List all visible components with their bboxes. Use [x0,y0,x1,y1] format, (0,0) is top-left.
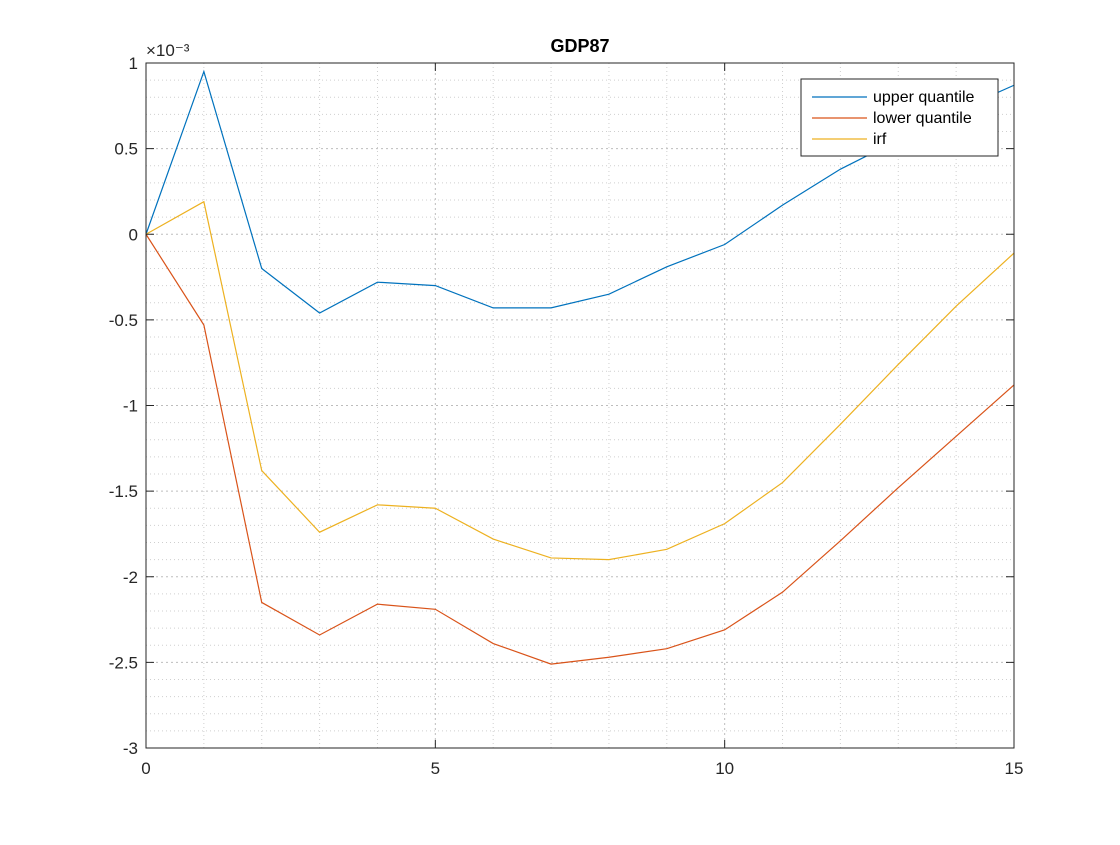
y-tick-label: -1 [123,397,138,416]
legend-entry-label: upper quantile [873,89,975,106]
x-tick-label: 5 [431,759,440,778]
series-line-2 [145,233,1015,665]
legend-entry-label: irf [873,131,887,148]
x-tick-label: 10 [715,759,734,778]
y-tick-label: 1 [129,54,138,73]
legend-entry-label: lower quantile [873,110,972,127]
y-tick-label: 0 [129,225,138,244]
x-tick-label: 15 [1005,759,1024,778]
y-tick-label: 0.5 [114,140,138,159]
series-line-3 [145,200,1015,561]
y-tick-label: -2.5 [109,653,138,672]
y-exponent-label: ×10⁻³ [146,41,190,60]
grid-layer [146,63,1014,748]
ticks-layer: 0 5 10 15 -3 -2.5 -2 -1.5 -1 -0.5 0 0.5 1 [109,54,1024,778]
y-tick-label: -1.5 [109,482,138,501]
y-tick-label: -3 [123,739,138,758]
x-tick-label: 0 [141,759,150,778]
chart-title: GDP87 [550,36,609,56]
series-layer [145,69,1015,665]
legend[interactable]: upper quantile lower quantile irf [800,78,999,157]
y-tick-label: -2 [123,568,138,587]
y-tick-label: -0.5 [109,311,138,330]
